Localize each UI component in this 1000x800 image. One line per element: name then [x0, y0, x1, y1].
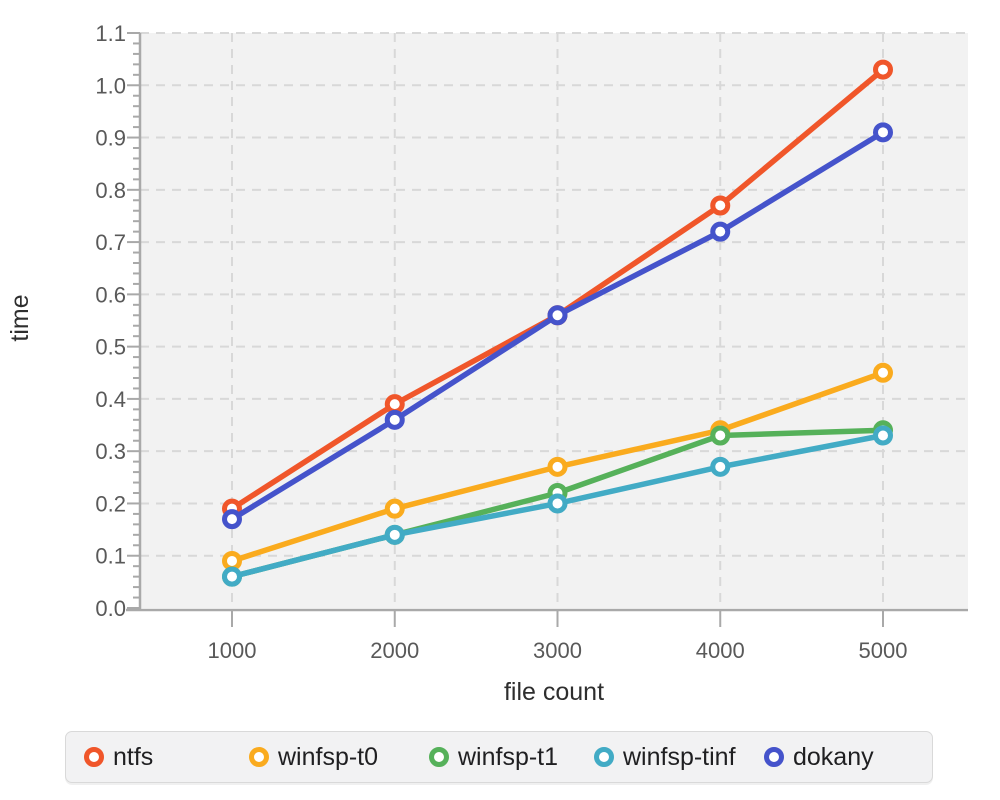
legend-marker-icon: [249, 747, 269, 767]
legend-label: winfsp-t1: [458, 742, 559, 771]
y-tick-label: 0.2: [95, 491, 126, 516]
legend-item-dokany[interactable]: dokany: [764, 742, 874, 771]
plot-canvas: 0.0 0.1 0.2 0.3 0.4 0.5 0.6 0.7 0.8 0.9 1.0 1.1 1000…: [6, 21, 968, 706]
x-tick-label: 4000: [696, 638, 745, 663]
x-tick-label: 5000: [859, 638, 908, 663]
y-tick-label: 1.0: [95, 73, 126, 98]
y-tick-label: 0.8: [95, 178, 126, 203]
legend-label: winfsp-tinf: [623, 742, 736, 771]
axes: [126, 32, 968, 627]
data-point-winfsp-t0-5000: [873, 362, 893, 383]
x-axis-title: file count: [504, 678, 604, 706]
y-tick-label: 0.0: [95, 596, 126, 621]
data-point-winfsp-tinf-3000: [547, 493, 568, 514]
tick-labels: 0.0 0.1 0.2 0.3 0.4 0.5 0.6 0.7 0.8 0.9 1.0 1.1 1000…: [95, 21, 907, 663]
legend-item-ntfs[interactable]: ntfs: [84, 742, 249, 771]
legend-marker-icon: [84, 747, 104, 767]
data-point-dokany-5000: [873, 122, 893, 143]
x-tick-label: 3000: [533, 638, 582, 663]
data-point-dokany-2000: [384, 409, 405, 430]
legend-marker-icon: [594, 747, 614, 767]
series-layer: [222, 59, 893, 587]
data-point-winfsp-tinf-1000: [222, 566, 242, 587]
legend-marker-icon: [429, 747, 449, 767]
data-point-winfsp-t0-3000: [547, 456, 568, 477]
data-point-winfsp-t1-4000: [710, 425, 731, 446]
y-tick-label: 0.9: [95, 126, 126, 151]
data-point-winfsp-t0-2000: [384, 498, 405, 519]
data-point-ntfs-4000: [710, 195, 731, 216]
data-point-dokany-3000: [547, 305, 568, 326]
data-point-dokany-1000: [222, 509, 242, 530]
y-tick-label: 0.4: [95, 387, 126, 412]
gridlines: [140, 32, 968, 608]
legend-label: ntfs: [113, 742, 154, 771]
x-tick-label: 2000: [370, 638, 419, 663]
legend-marker-icon: [764, 747, 784, 767]
data-point-dokany-4000: [710, 221, 731, 242]
data-point-winfsp-tinf-5000: [873, 425, 893, 446]
data-point-ntfs-2000: [384, 394, 405, 415]
legend: ntfs winfsp-t0 winfsp-t1 winfsp-tinf dokany: [65, 731, 933, 783]
x-tick-label: 1000: [208, 638, 257, 663]
legend-item-winfsp-tinf[interactable]: winfsp-tinf: [594, 742, 764, 771]
legend-label: winfsp-t0: [278, 742, 379, 771]
data-point-winfsp-tinf-4000: [710, 456, 731, 477]
y-tick-label: 0.5: [95, 335, 126, 360]
data-point-winfsp-t0-1000: [222, 550, 242, 571]
y-tick-label: 1.1: [95, 21, 126, 46]
y-tick-label: 0.6: [95, 282, 126, 307]
data-point-winfsp-tinf-2000: [384, 524, 405, 545]
y-axis-title: time: [6, 294, 34, 341]
y-tick-label: 0.1: [95, 544, 126, 569]
data-point-ntfs-5000: [873, 59, 893, 80]
y-tick-label: 0.3: [95, 439, 126, 464]
y-tick-label: 0.7: [95, 230, 126, 255]
legend-item-winfsp-t1[interactable]: winfsp-t1: [429, 742, 594, 771]
legend-item-winfsp-t0[interactable]: winfsp-t0: [249, 742, 429, 771]
legend-label: dokany: [793, 742, 874, 771]
